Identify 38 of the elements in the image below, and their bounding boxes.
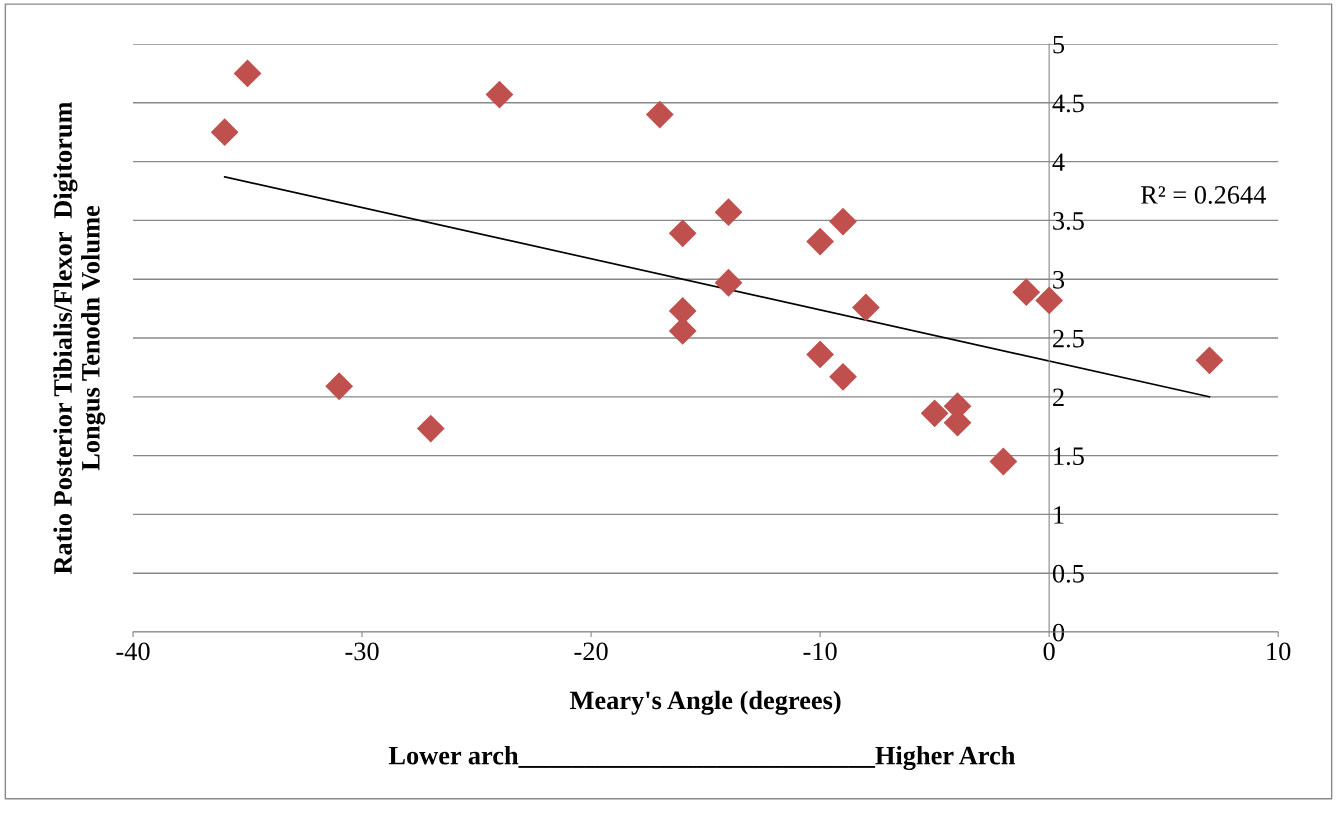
x-tick-label: -20 bbox=[574, 642, 608, 661]
x-tick-label: 10 bbox=[1267, 642, 1291, 661]
point bbox=[210, 118, 239, 147]
point bbox=[829, 362, 857, 391]
point bbox=[829, 207, 857, 236]
y-tick-label: 1 bbox=[1054, 506, 1064, 524]
point bbox=[989, 447, 1018, 476]
text: Lower arch___________________________Higher Arch bbox=[388, 745, 1016, 771]
y-tick-label: 5 bbox=[1053, 35, 1065, 54]
y-axis-title: Ratio Posterior Tibialis/Flexor Digitorum Longus Tenodn Volume bbox=[53, 101, 106, 575]
point bbox=[668, 219, 697, 248]
x-tick-label: -40 bbox=[116, 642, 150, 661]
y-tick-label: 3 bbox=[1053, 270, 1065, 289]
y-tick-label: 1.5 bbox=[1054, 447, 1084, 466]
point bbox=[714, 268, 743, 297]
x-tick-label: -30 bbox=[345, 642, 379, 661]
x-tick-label: -10 bbox=[803, 642, 837, 661]
y-tick-label: 2 bbox=[1053, 388, 1064, 406]
y-tick-label: 0.5 bbox=[1052, 564, 1084, 583]
point bbox=[325, 372, 354, 401]
x-axis-title: Meary's Angle (degrees) bbox=[569, 690, 841, 715]
point bbox=[485, 80, 514, 109]
point bbox=[806, 340, 834, 369]
point bbox=[806, 227, 834, 256]
point bbox=[1195, 346, 1224, 375]
point bbox=[416, 414, 445, 443]
y-tick-label: 3.5 bbox=[1053, 212, 1084, 230]
y-tick-label: 4 bbox=[1052, 153, 1065, 171]
point bbox=[714, 198, 743, 227]
point bbox=[645, 100, 674, 129]
y-tick-label: 4.5 bbox=[1052, 94, 1084, 113]
point bbox=[233, 59, 262, 88]
point bbox=[852, 293, 880, 322]
y-tick-label: 0 bbox=[1052, 623, 1065, 642]
y-tick-label: 2.5 bbox=[1053, 329, 1084, 348]
annotation: R² = 0.2644 bbox=[1140, 186, 1266, 204]
point bbox=[1012, 278, 1041, 307]
point bbox=[920, 399, 949, 428]
